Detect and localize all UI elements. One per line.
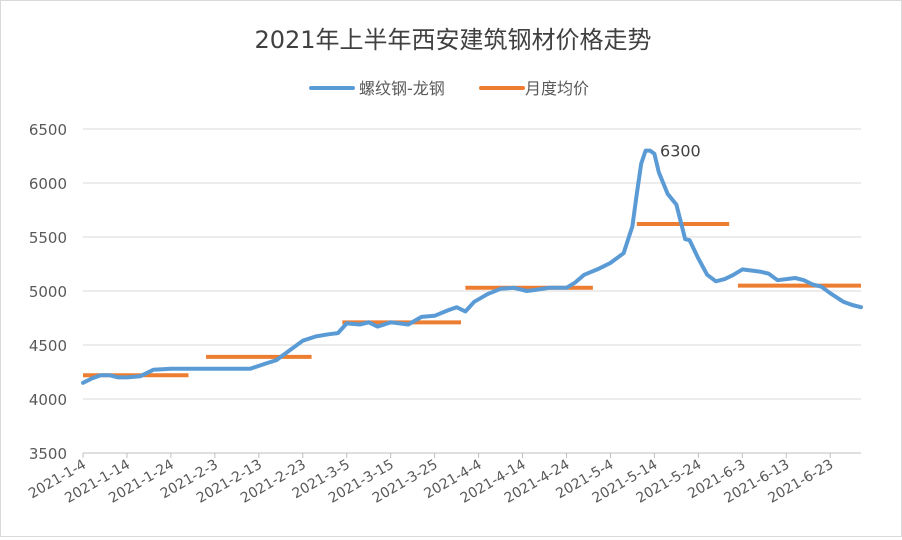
y-tick-label: 6500 — [29, 121, 67, 139]
y-tick-label: 4500 — [29, 337, 67, 355]
legend: 螺纹钢-龙钢 月度均价 — [309, 79, 589, 98]
peak-annotation: 6300 — [660, 142, 701, 161]
y-axis: 3500 4000 4500 5000 5500 6000 6500 — [29, 121, 67, 463]
gridlines — [83, 128, 861, 454]
legend-label-series-2: 月度均价 — [525, 79, 589, 98]
chart-title: 2021年上半年西安建筑钢材价格走势 — [254, 26, 651, 54]
y-tick-label: 5500 — [29, 229, 67, 247]
x-axis: 2021-1-42021-1-142021-1-242021-2-32021-2… — [26, 453, 836, 507]
average-series — [83, 222, 861, 378]
series-line-rebar — [81, 148, 863, 385]
y-tick-label: 4000 — [29, 391, 67, 409]
y-tick-label: 3500 — [29, 445, 67, 463]
y-tick-label: 5000 — [29, 283, 67, 301]
legend-label-series-1: 螺纹钢-龙钢 — [359, 79, 445, 98]
y-tick-label: 6000 — [29, 175, 67, 193]
